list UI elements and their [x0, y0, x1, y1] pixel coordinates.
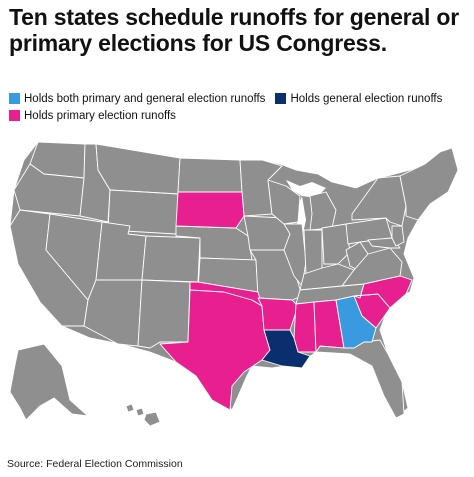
legend-swatch-primary — [9, 110, 20, 121]
legend-item-both: Holds both primary and general election … — [9, 93, 265, 105]
legend-label-primary: Holds primary election runoffs — [24, 109, 176, 122]
state-louisiana — [261, 329, 311, 369]
state-hawaii — [125, 403, 161, 427]
state-mississippi — [293, 301, 317, 353]
state-indiana — [303, 229, 323, 275]
great-lakes — [286, 180, 326, 198]
legend: Holds both primary and general election … — [9, 90, 469, 124]
legend-label-general: Holds general election runoffs — [290, 92, 443, 105]
legend-swatch-both — [9, 93, 20, 104]
state-alabama — [313, 299, 345, 353]
state-wisconsin — [267, 179, 301, 225]
state-arkansas — [257, 297, 299, 331]
map-title: Ten states schedule runoffs for general … — [9, 4, 459, 56]
state-oklahoma — [189, 281, 263, 307]
us-map — [9, 141, 459, 427]
state-louisiana-florida-gray — [315, 339, 405, 419]
state-virginia — [341, 247, 403, 287]
state-maryland — [367, 237, 401, 249]
legend-item-general: Holds general election runoffs — [275, 93, 442, 105]
state-north-carolina — [353, 275, 413, 309]
state-new-jersey — [391, 225, 405, 247]
legend-item-primary: Holds primary election runoffs — [9, 110, 176, 122]
state-ohio — [321, 223, 351, 265]
state-illinois — [283, 223, 307, 287]
legend-swatch-general — [275, 93, 287, 104]
state-georgia — [335, 295, 377, 349]
state-north-dakota — [177, 157, 243, 193]
legend-row-2: Holds primary election runoffs — [9, 107, 469, 124]
state-new-england — [399, 147, 459, 221]
state-montana — [95, 143, 181, 195]
state-new-mexico — [137, 279, 191, 349]
source-note: Source: Federal Election Commission — [7, 458, 183, 470]
legend-row-1: Holds both primary and general election … — [9, 90, 469, 107]
state-alaska — [9, 343, 89, 421]
legend-label-both: Holds both primary and general election … — [24, 92, 266, 105]
state-south-dakota — [175, 191, 245, 229]
state-colorado — [141, 235, 201, 283]
